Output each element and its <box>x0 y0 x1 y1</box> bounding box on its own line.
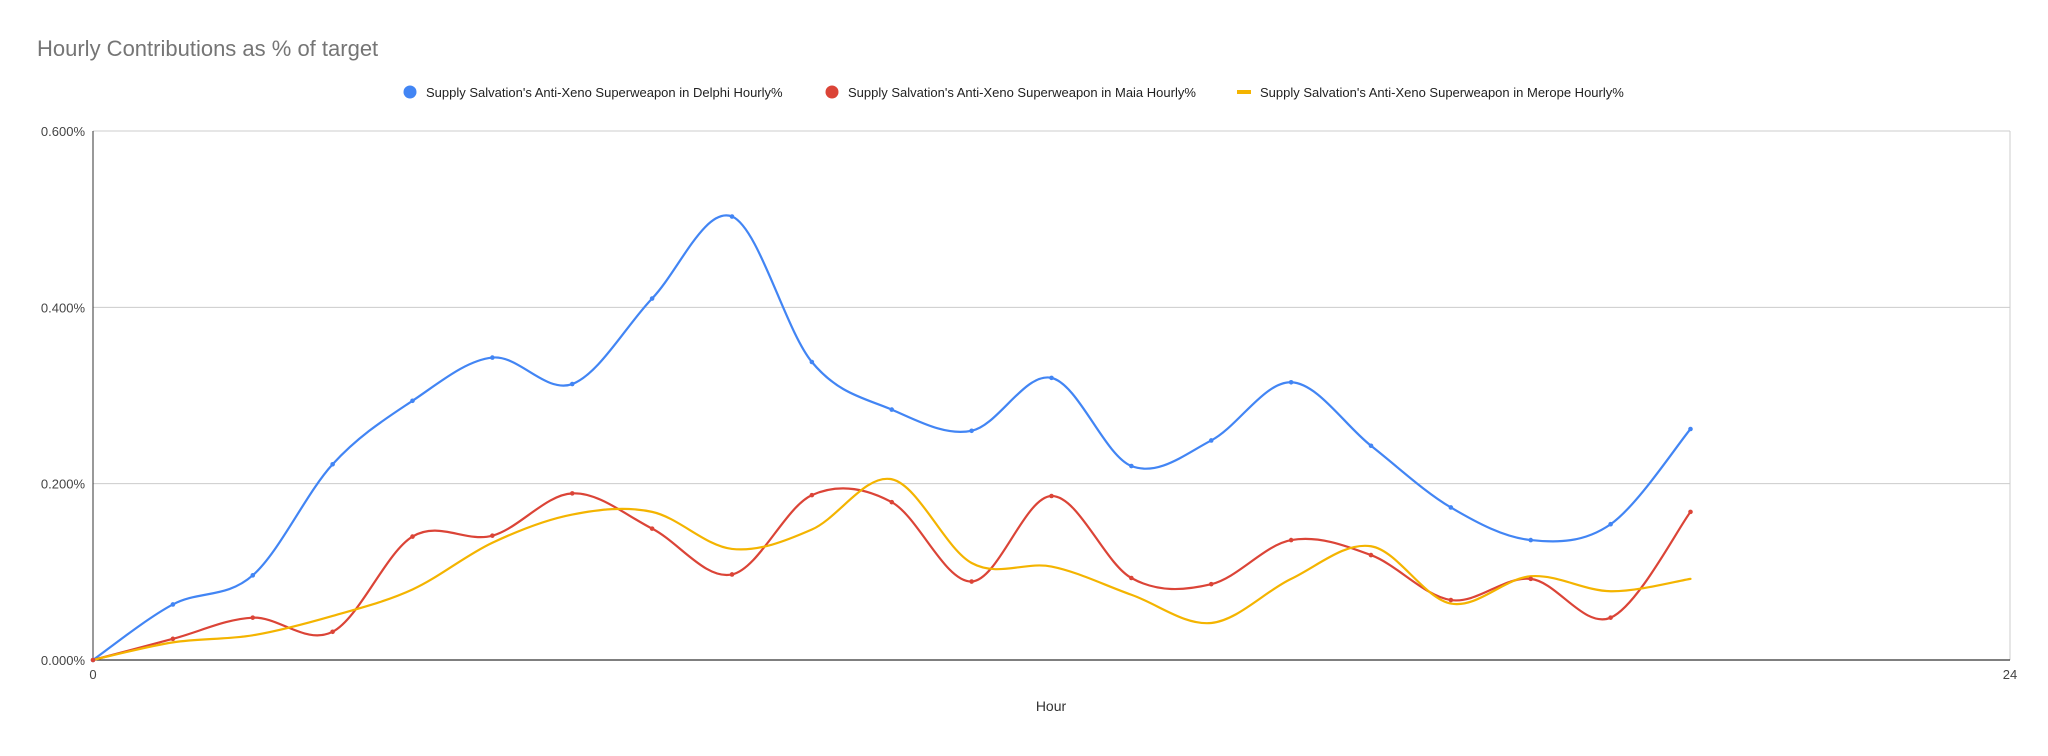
data-point-series-1 <box>1368 443 1374 449</box>
legend-marker-1 <box>403 85 417 99</box>
series-points <box>90 214 1693 663</box>
data-point-series-2 <box>969 579 974 584</box>
data-point-series-1 <box>330 461 335 467</box>
data-point-series-1 <box>889 407 895 412</box>
data-point-series-2 <box>490 533 495 538</box>
data-point-series-1 <box>1528 537 1534 543</box>
data-point-series-2 <box>889 499 895 505</box>
x-tick-label: 0 <box>89 667 96 682</box>
y-tick-label: 0.200% <box>41 477 86 492</box>
data-point-series-1 <box>809 359 815 365</box>
series-line-1 <box>91 214 1692 662</box>
legend-label-1: Supply Salvation's Anti-Xeno Superweapon… <box>426 85 783 100</box>
series-line-3 <box>91 477 1692 662</box>
legend-label-3: Supply Salvation's Anti-Xeno Superweapon… <box>1260 85 1624 100</box>
x-axis-label: Hour <box>1036 698 1067 714</box>
data-point-series-2 <box>1608 615 1613 620</box>
data-point-series-2 <box>1288 537 1294 543</box>
data-point-series-1 <box>969 428 974 434</box>
legend-marker-3 <box>1237 90 1251 94</box>
data-point-series-2 <box>330 629 335 635</box>
y-tick-label: 0.600% <box>41 124 86 139</box>
y-tick-label: 0.400% <box>41 300 86 315</box>
data-point-series-1 <box>729 214 735 219</box>
data-point-series-2 <box>1129 575 1134 581</box>
x-tick-label: 24 <box>2003 667 2017 682</box>
data-point-series-1 <box>1688 426 1693 432</box>
data-point-series-2 <box>569 491 575 496</box>
data-point-series-2 <box>90 657 96 663</box>
data-point-series-2 <box>729 572 735 577</box>
legend-label-2: Supply Salvation's Anti-Xeno Superweapon… <box>848 85 1196 100</box>
data-point-series-2 <box>649 526 655 531</box>
data-point-series-1 <box>170 602 176 607</box>
data-point-series-2 <box>170 636 176 642</box>
data-point-series-1 <box>1448 505 1454 510</box>
legend-marker-2 <box>825 85 839 99</box>
data-point-series-1 <box>250 573 256 578</box>
data-point-series-1 <box>1049 375 1054 381</box>
data-point-series-2 <box>1688 509 1693 515</box>
data-point-series-1 <box>1608 521 1613 527</box>
legend: Supply Salvation's Anti-Xeno Superweapon… <box>403 85 1624 100</box>
data-point-series-1 <box>1288 379 1294 385</box>
data-point-series-2 <box>410 534 415 539</box>
data-point-series-1 <box>1208 438 1214 443</box>
data-point-series-2 <box>809 492 815 498</box>
data-point-series-2 <box>250 615 256 620</box>
chart-title: Hourly Contributions as % of target <box>37 36 378 61</box>
y-tick-label: 0.000% <box>41 653 86 668</box>
data-point-series-1 <box>410 398 415 404</box>
data-point-series-2 <box>1208 581 1214 587</box>
data-point-series-2 <box>1528 576 1534 582</box>
gridlines <box>93 130 2011 660</box>
data-point-series-2 <box>1448 597 1454 603</box>
data-point-series-1 <box>649 296 655 301</box>
data-point-series-1 <box>490 355 495 360</box>
data-point-series-2 <box>1368 552 1374 558</box>
axes: 0.000% 0.200% 0.400% 0.600% 0 24 <box>41 124 2017 682</box>
data-point-series-2 <box>1049 493 1054 499</box>
data-point-series-1 <box>569 381 575 387</box>
data-point-series-1 <box>1129 463 1134 469</box>
series-lines <box>91 214 1692 662</box>
